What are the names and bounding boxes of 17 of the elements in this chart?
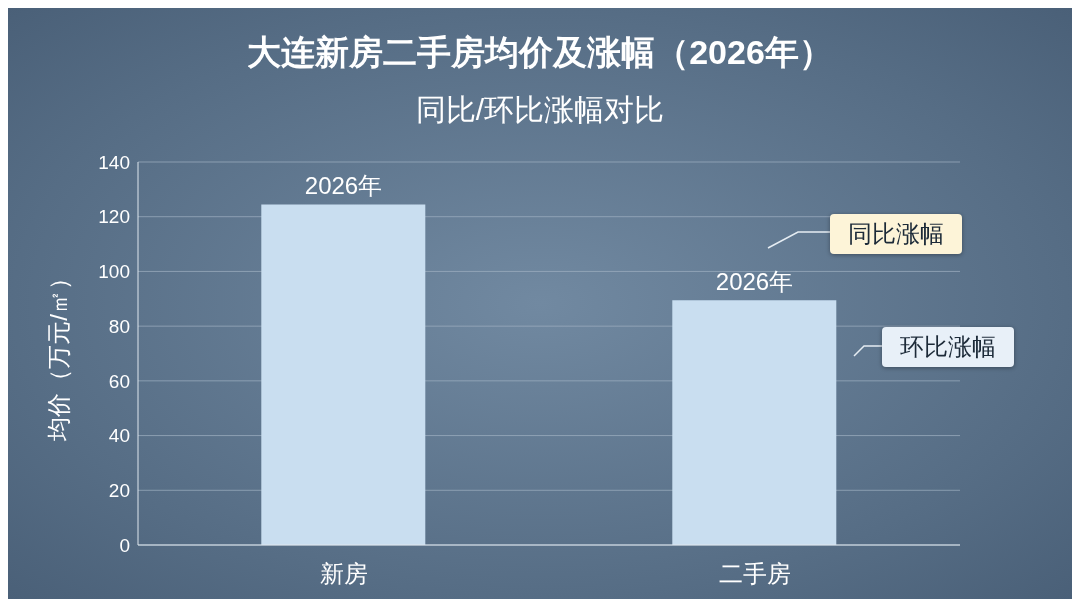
y-tick-label: 140 [98, 151, 130, 173]
x-tick-label: 新房 [319, 560, 368, 588]
y-tick-label: 60 [108, 370, 130, 392]
y-tick-label: 20 [108, 480, 130, 502]
annotation: 同比涨幅 [830, 214, 962, 254]
y-tick-label: 100 [98, 261, 130, 283]
y-tick-label: 40 [108, 425, 130, 447]
y-tick-label: 80 [108, 315, 130, 337]
y-tick-label: 120 [98, 206, 130, 228]
y-axis-title: 均价（万元/㎡） [44, 266, 72, 442]
x-tick-label: 二手房 [718, 560, 791, 588]
annotation: 2026年 [304, 172, 383, 200]
annotation: 2026年 [715, 268, 794, 296]
chart-subtitle: 同比/环比涨幅对比 [414, 92, 666, 128]
annotation: 环比涨幅 [882, 327, 1014, 367]
chart-title: 大连新房二手房均价及涨幅（2026年） [246, 32, 834, 73]
y-tick-label: 0 [119, 534, 130, 556]
